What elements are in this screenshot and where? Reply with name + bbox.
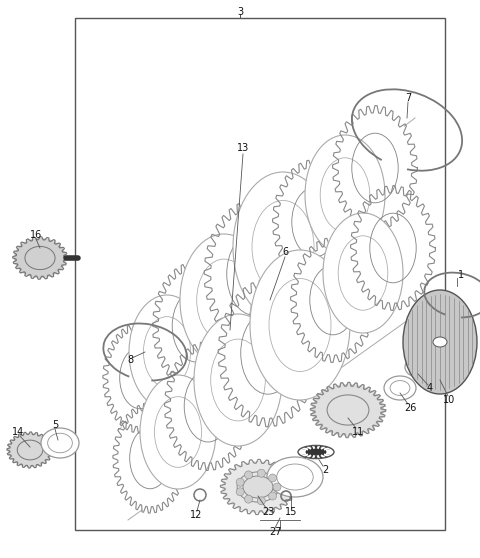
Ellipse shape	[207, 203, 301, 345]
Ellipse shape	[155, 264, 237, 388]
Text: 16: 16	[30, 230, 42, 240]
Text: 10: 10	[443, 395, 455, 405]
Circle shape	[273, 483, 281, 491]
Circle shape	[257, 497, 265, 505]
Ellipse shape	[353, 188, 433, 308]
Ellipse shape	[105, 325, 175, 431]
Ellipse shape	[41, 428, 79, 458]
Circle shape	[244, 495, 252, 503]
Circle shape	[268, 474, 276, 482]
Ellipse shape	[312, 384, 384, 436]
Text: 8: 8	[127, 355, 133, 365]
Ellipse shape	[293, 240, 373, 360]
Text: 12: 12	[190, 510, 202, 520]
Ellipse shape	[405, 357, 431, 377]
Text: 15: 15	[285, 507, 297, 517]
Circle shape	[268, 492, 276, 500]
Text: 4: 4	[427, 383, 433, 393]
Text: 23: 23	[262, 507, 274, 517]
Text: 3: 3	[237, 7, 243, 17]
Ellipse shape	[403, 290, 477, 394]
Ellipse shape	[250, 250, 350, 400]
Ellipse shape	[267, 457, 323, 497]
Text: 11: 11	[352, 427, 364, 437]
Text: 2: 2	[322, 465, 328, 475]
Ellipse shape	[180, 234, 268, 366]
Ellipse shape	[305, 135, 385, 255]
Ellipse shape	[167, 344, 249, 468]
Ellipse shape	[140, 375, 216, 489]
Ellipse shape	[335, 108, 415, 228]
Ellipse shape	[129, 295, 205, 409]
Ellipse shape	[233, 172, 333, 322]
Text: 27: 27	[269, 527, 281, 537]
Ellipse shape	[221, 282, 315, 424]
Circle shape	[236, 478, 244, 486]
Ellipse shape	[14, 238, 66, 278]
Circle shape	[244, 471, 252, 479]
Text: 26: 26	[404, 403, 416, 413]
Ellipse shape	[433, 337, 447, 347]
Text: 5: 5	[52, 420, 58, 430]
Text: 1: 1	[458, 270, 464, 280]
Bar	[75, 18, 445, 530]
Ellipse shape	[194, 314, 282, 446]
Ellipse shape	[115, 405, 185, 511]
Ellipse shape	[243, 476, 273, 498]
Text: 13: 13	[237, 143, 249, 153]
Text: 7: 7	[405, 93, 411, 103]
Text: 14: 14	[12, 427, 24, 437]
Ellipse shape	[323, 213, 403, 333]
Ellipse shape	[384, 376, 416, 400]
Ellipse shape	[298, 445, 334, 459]
Ellipse shape	[222, 461, 294, 513]
Ellipse shape	[8, 433, 52, 467]
Circle shape	[257, 469, 265, 477]
Text: 6: 6	[282, 247, 288, 257]
Ellipse shape	[275, 162, 355, 282]
Circle shape	[236, 488, 244, 496]
